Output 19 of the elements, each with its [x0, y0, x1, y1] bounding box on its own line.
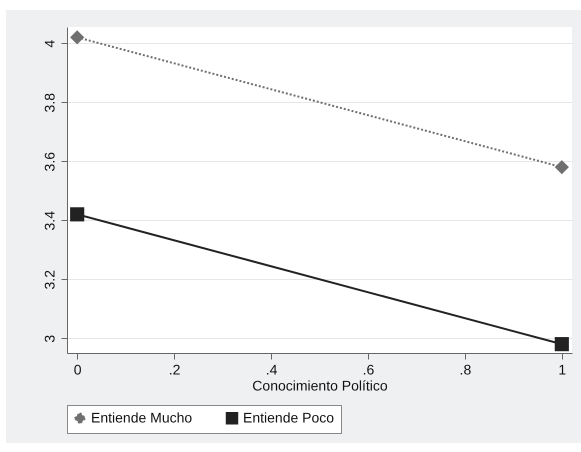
legend-label: Entiende Poco [243, 409, 334, 426]
y-tick-label: 4 [42, 40, 58, 48]
x-tick-label: 1 [558, 362, 566, 378]
x-tick-label: .6 [362, 362, 375, 378]
y-tick-label: 3.2 [42, 270, 58, 290]
y-tick-label: 3.8 [42, 92, 58, 112]
point [554, 160, 569, 174]
x-tick-label: .4 [266, 362, 278, 378]
y-tick-label: 3 [42, 334, 58, 343]
x-tick-label: .2 [168, 362, 181, 378]
x-tick-label: .8 [460, 362, 472, 378]
x-tick-label: 0 [74, 362, 82, 378]
y-tick-label: 3.4 [42, 210, 58, 230]
y-tick-label: 3.6 [42, 152, 58, 172]
point [70, 30, 84, 44]
x-axis-title: Conocimiento Político [252, 378, 388, 394]
point [554, 337, 569, 352]
point [70, 207, 84, 222]
legend-label: Entiende Mucho [91, 409, 192, 426]
